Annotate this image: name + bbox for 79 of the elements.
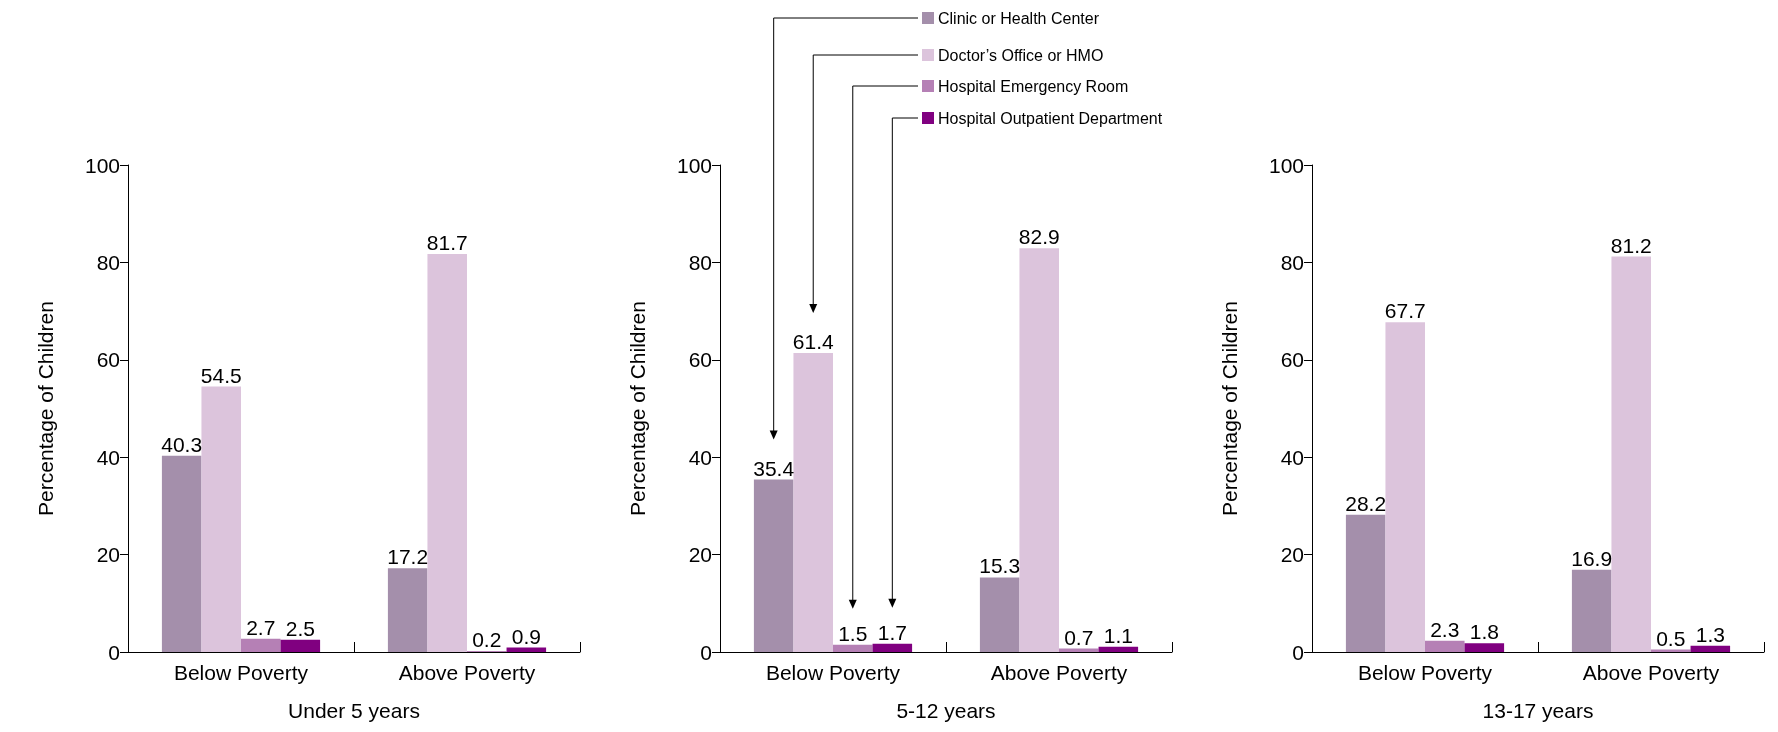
- y-tick-label: 0: [108, 640, 120, 664]
- bar: [1611, 256, 1651, 652]
- bar: [1019, 248, 1059, 652]
- bar: [1571, 569, 1612, 652]
- bar: [793, 352, 833, 652]
- x-axis-title: 13-17 years: [1482, 699, 1594, 722]
- y-tick-label: 100: [84, 153, 120, 177]
- y-tick-label: 0: [1292, 640, 1304, 664]
- x-tick-label: Below Poverty: [173, 661, 309, 684]
- data-label: 81.7: [426, 231, 468, 255]
- bar: [161, 455, 202, 652]
- y-tick-label: 0: [700, 640, 712, 664]
- y-tick-label: 80: [96, 250, 120, 274]
- data-label: 1.8: [1469, 620, 1499, 644]
- legend-label: Hospital Outpatient Department: [938, 109, 1163, 127]
- data-label: 0.7: [1064, 625, 1094, 649]
- y-tick-label: 60: [688, 348, 712, 372]
- x-axis-title: 5-12 years: [896, 699, 996, 722]
- data-label: 16.9: [1571, 546, 1613, 570]
- data-label: 54.5: [200, 363, 242, 387]
- bar: [1425, 640, 1465, 652]
- legend-label: Clinic or Health Center: [938, 9, 1100, 27]
- data-label: 2.5: [285, 616, 315, 640]
- bar: [753, 479, 794, 652]
- bar: [979, 577, 1020, 652]
- bar: [241, 638, 281, 652]
- y-tick-label: 40: [688, 445, 712, 469]
- y-axis-title: Percentage of Children: [34, 301, 57, 516]
- bar: [872, 643, 913, 652]
- bar: [1690, 645, 1731, 652]
- bar: [201, 386, 241, 652]
- bar: [506, 647, 547, 652]
- bar: [833, 644, 873, 652]
- bar: [427, 254, 467, 652]
- y-tick-label: 20: [688, 543, 712, 567]
- y-tick-label: 20: [1280, 543, 1304, 567]
- y-tick-label: 100: [1268, 153, 1304, 177]
- y-tick-label: 100: [676, 153, 712, 177]
- x-tick-label: Below Poverty: [765, 661, 901, 684]
- data-label: 1.7: [877, 620, 907, 644]
- bar: [1464, 643, 1505, 652]
- data-label: 35.4: [753, 456, 795, 480]
- data-label: 28.2: [1345, 491, 1387, 515]
- data-label: 82.9: [1018, 225, 1060, 249]
- x-tick-label: Below Poverty: [1357, 661, 1493, 684]
- bar: [1385, 322, 1425, 652]
- bar: [280, 639, 321, 652]
- data-label: 15.3: [979, 554, 1021, 578]
- y-tick-label: 60: [1280, 348, 1304, 372]
- data-label: 1.1: [1103, 623, 1133, 647]
- bar: [1098, 646, 1139, 652]
- y-axis-title: Percentage of Children: [1218, 301, 1241, 516]
- data-label: 61.4: [792, 329, 834, 353]
- data-label: 2.7: [246, 615, 276, 639]
- legend-label: Hospital Emergency Room: [938, 77, 1129, 95]
- y-tick-label: 20: [96, 543, 120, 567]
- data-label: 17.2: [387, 545, 429, 569]
- bar: [387, 568, 428, 652]
- y-tick-label: 80: [1280, 250, 1304, 274]
- data-label: 67.7: [1384, 299, 1426, 323]
- data-label: 2.3: [1430, 617, 1460, 641]
- x-tick-label: Above Poverty: [398, 661, 536, 684]
- y-tick-label: 40: [96, 445, 120, 469]
- data-label: 1.3: [1695, 622, 1725, 646]
- y-axis-title: Percentage of Children: [626, 301, 649, 516]
- x-axis-title: Under 5 years: [288, 699, 420, 722]
- data-label: 0.5: [1656, 626, 1686, 650]
- x-tick-label: Above Poverty: [1582, 661, 1720, 684]
- legend-label: Doctor’s Office or HMO: [938, 46, 1104, 64]
- data-label: 40.3: [161, 432, 203, 456]
- data-label: 0.9: [511, 624, 541, 648]
- y-tick-label: 80: [688, 250, 712, 274]
- y-tick-label: 40: [1280, 445, 1304, 469]
- x-tick-label: Above Poverty: [990, 661, 1128, 684]
- data-label: 0.2: [472, 628, 502, 652]
- y-tick-label: 60: [96, 348, 120, 372]
- bar: [1345, 514, 1386, 652]
- data-label: 81.2: [1610, 233, 1652, 257]
- data-label: 1.5: [838, 621, 868, 645]
